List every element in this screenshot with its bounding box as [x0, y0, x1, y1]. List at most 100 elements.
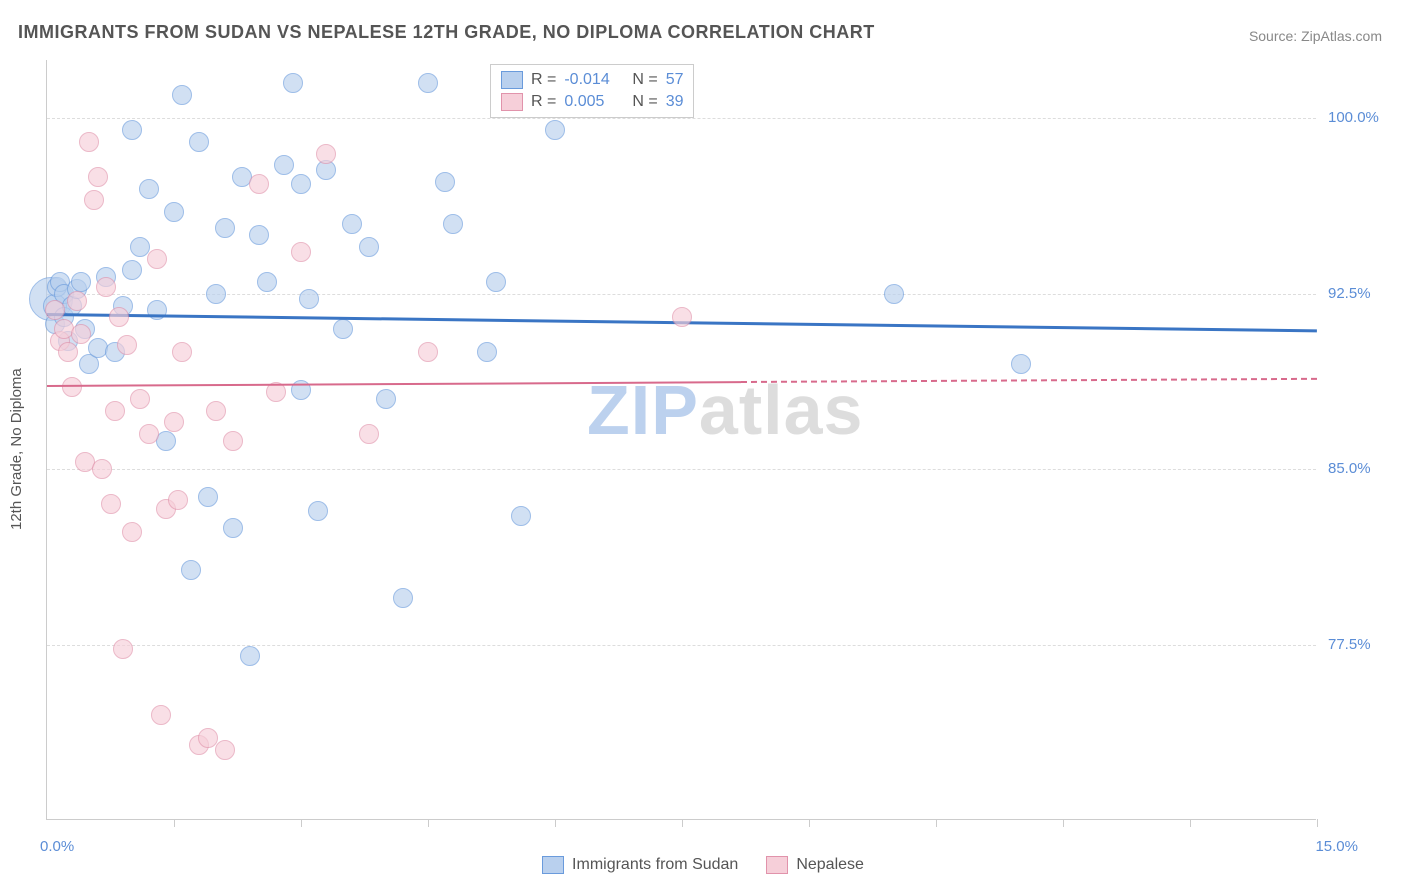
data-point [71, 324, 91, 344]
data-point [376, 389, 396, 409]
data-point [79, 132, 99, 152]
data-point [109, 307, 129, 327]
x-tick [1317, 819, 1318, 827]
data-point [101, 494, 121, 514]
legend-series: Immigrants from Sudan Nepalese [0, 856, 1406, 874]
data-point [359, 237, 379, 257]
data-point [223, 431, 243, 451]
legend-correlation: R =-0.014N =57R =0.005N =39 [490, 64, 694, 118]
data-point [71, 272, 91, 292]
data-point [545, 120, 565, 140]
y-tick-label: 92.5% [1328, 285, 1371, 302]
data-point [299, 289, 319, 309]
data-point [130, 389, 150, 409]
legend-label-sudan: Immigrants from Sudan [572, 856, 738, 874]
x-tick [555, 819, 556, 827]
gridline [47, 469, 1316, 470]
data-point [308, 501, 328, 521]
data-point [206, 284, 226, 304]
legend-r-label: R = [531, 93, 556, 111]
data-point [122, 260, 142, 280]
legend-row: R =-0.014N =57 [501, 69, 683, 91]
data-point [418, 342, 438, 362]
data-point [884, 284, 904, 304]
x-min-label: 0.0% [40, 838, 74, 855]
data-point [672, 307, 692, 327]
data-point [511, 506, 531, 526]
gridline [47, 118, 1316, 119]
data-point [181, 560, 201, 580]
data-point [435, 172, 455, 192]
data-point [1011, 354, 1031, 374]
x-tick [1063, 819, 1064, 827]
legend-row: R =0.005N =39 [501, 91, 683, 113]
data-point [249, 174, 269, 194]
data-point [172, 342, 192, 362]
data-point [96, 277, 116, 297]
data-point [486, 272, 506, 292]
data-point [84, 190, 104, 210]
data-point [88, 167, 108, 187]
data-point [45, 300, 65, 320]
x-tick [682, 819, 683, 827]
data-point [67, 291, 87, 311]
data-point [215, 218, 235, 238]
legend-swatch [501, 71, 523, 89]
legend-swatch-nepalese [766, 856, 788, 874]
y-tick-label: 85.0% [1328, 460, 1371, 477]
x-tick [428, 819, 429, 827]
y-axis-title: 12th Grade, No Diploma [8, 368, 25, 530]
data-point [249, 225, 269, 245]
plot-area: ZIPatlas [46, 60, 1316, 820]
trend-line [47, 381, 741, 387]
data-point [168, 490, 188, 510]
x-tick [174, 819, 175, 827]
data-point [477, 342, 497, 362]
data-point [117, 335, 137, 355]
data-point [240, 646, 260, 666]
data-point [257, 272, 277, 292]
gridline [47, 294, 1316, 295]
legend-item-nepalese: Nepalese [766, 856, 864, 874]
data-point [342, 214, 362, 234]
data-point [291, 174, 311, 194]
x-tick [809, 819, 810, 827]
data-point [274, 155, 294, 175]
data-point [62, 377, 82, 397]
legend-n-value: 57 [666, 71, 684, 89]
chart-source: Source: ZipAtlas.com [1249, 28, 1382, 44]
data-point [164, 412, 184, 432]
data-point [291, 242, 311, 262]
correlation-chart: IMMIGRANTS FROM SUDAN VS NEPALESE 12TH G… [0, 0, 1406, 892]
legend-n-value: 39 [666, 93, 684, 111]
data-point [223, 518, 243, 538]
data-point [139, 424, 159, 444]
legend-label-nepalese: Nepalese [796, 856, 864, 874]
gridline [47, 645, 1316, 646]
y-tick-label: 100.0% [1328, 109, 1379, 126]
data-point [122, 522, 142, 542]
x-max-label: 15.0% [1315, 838, 1358, 855]
data-point [189, 132, 209, 152]
data-point [147, 249, 167, 269]
legend-r-value: -0.014 [564, 71, 616, 89]
data-point [359, 424, 379, 444]
data-point [105, 401, 125, 421]
data-point [172, 85, 192, 105]
x-tick [1190, 819, 1191, 827]
data-point [92, 459, 112, 479]
legend-r-label: R = [531, 71, 556, 89]
data-point [113, 639, 133, 659]
chart-title: IMMIGRANTS FROM SUDAN VS NEPALESE 12TH G… [18, 22, 875, 43]
data-point [139, 179, 159, 199]
data-point [443, 214, 463, 234]
data-point [393, 588, 413, 608]
data-point [206, 401, 226, 421]
legend-swatch [501, 93, 523, 111]
data-point [333, 319, 353, 339]
data-point [215, 740, 235, 760]
data-point [151, 705, 171, 725]
trend-line [741, 378, 1317, 383]
y-tick-label: 77.5% [1328, 636, 1371, 653]
data-point [418, 73, 438, 93]
